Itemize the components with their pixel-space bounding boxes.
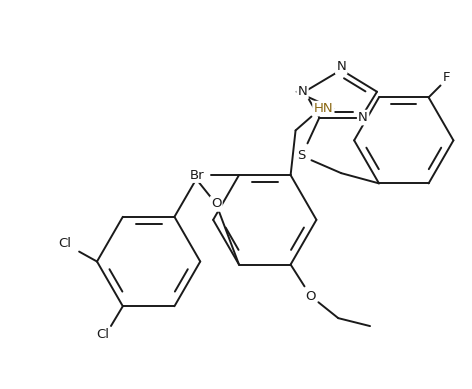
Text: O: O (305, 290, 316, 303)
Text: Cl: Cl (59, 237, 72, 250)
Text: N: N (337, 60, 346, 74)
Text: S: S (297, 149, 306, 162)
Text: Cl: Cl (96, 328, 110, 340)
Text: HN: HN (313, 102, 333, 115)
Text: O: O (211, 198, 221, 210)
Text: Br: Br (190, 168, 204, 182)
Text: F: F (443, 71, 450, 84)
Text: N: N (298, 85, 307, 98)
Text: N: N (358, 111, 368, 124)
